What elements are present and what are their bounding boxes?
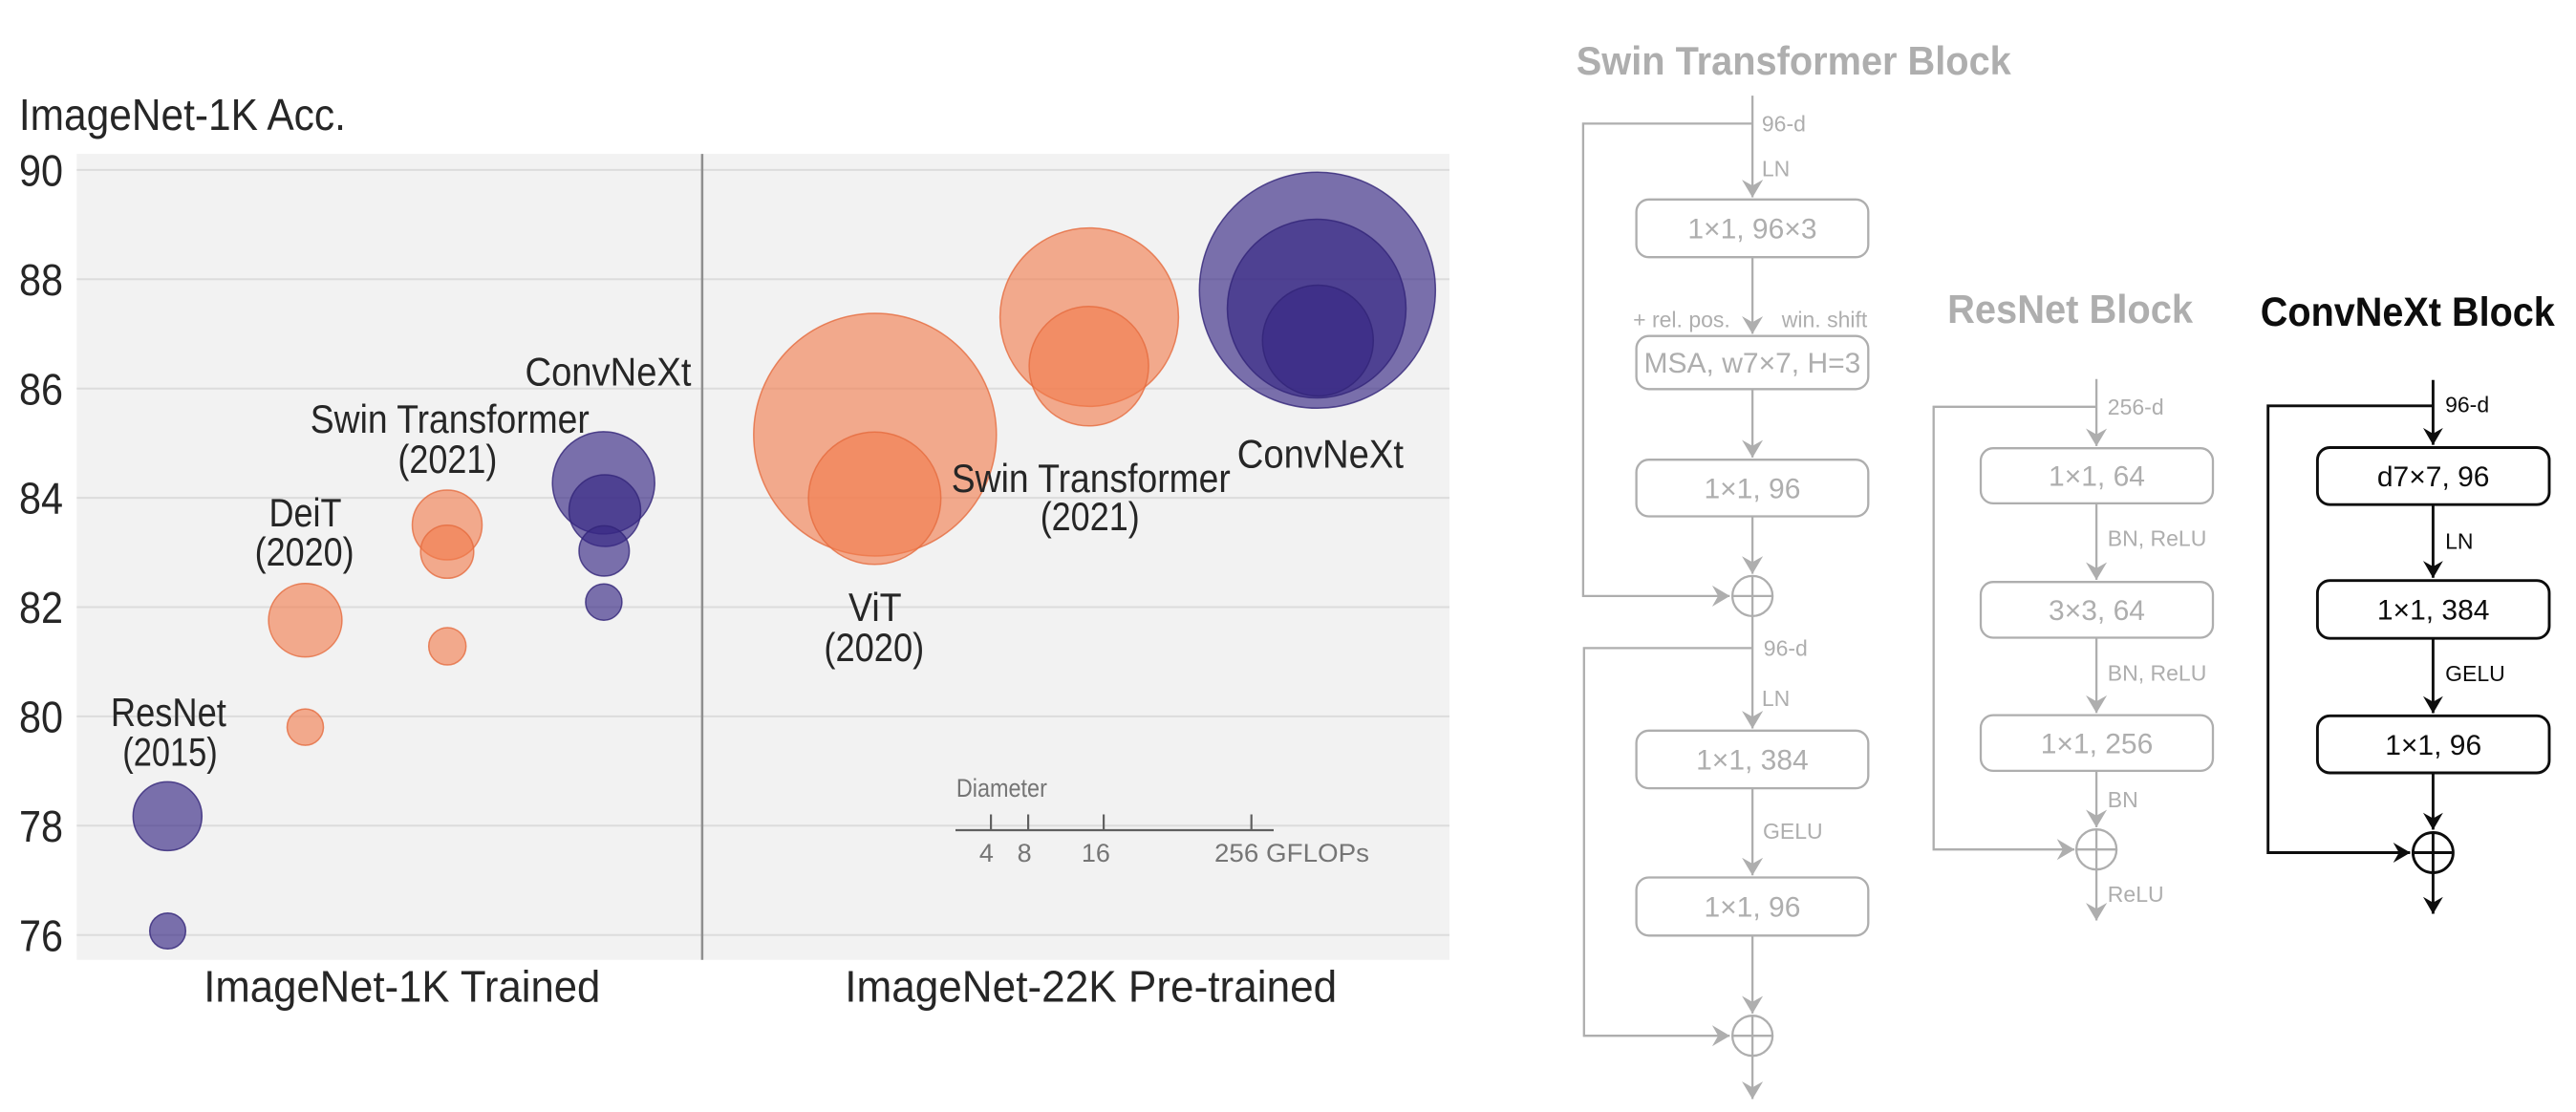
svg-text:96-d: 96-d (1764, 636, 1808, 661)
svg-text:GELU: GELU (1763, 819, 1823, 844)
svg-text:3×3, 64: 3×3, 64 (2049, 595, 2145, 627)
svg-text:LN: LN (2445, 529, 2473, 554)
svg-text:96-d: 96-d (1762, 112, 1806, 137)
svg-text:ConvNeXt: ConvNeXt (526, 349, 692, 394)
svg-text:DeiT: DeiT (269, 490, 342, 535)
svg-text:(2020): (2020) (824, 625, 924, 670)
svg-text:96-d: 96-d (2445, 392, 2489, 417)
svg-text:90: 90 (19, 146, 63, 196)
svg-text:+ rel. pos.: + rel. pos. (1633, 307, 1730, 331)
svg-text:1×1, 384: 1×1, 384 (2377, 595, 2490, 627)
svg-text:84: 84 (19, 474, 63, 524)
svg-text:ImageNet-22K Pre-trained: ImageNet-22K Pre-trained (845, 962, 1337, 1012)
svg-text:BN: BN (2108, 787, 2138, 812)
svg-text:ImageNet-1K Trained: ImageNet-1K Trained (204, 962, 600, 1012)
svg-text:76: 76 (19, 910, 63, 960)
svg-text:MSA, w7×7, H=3: MSA, w7×7, H=3 (1644, 348, 1861, 379)
svg-text:GELU: GELU (2445, 661, 2505, 686)
svg-text:ResNet: ResNet (111, 690, 226, 735)
svg-text:d7×7, 96: d7×7, 96 (2377, 461, 2490, 493)
svg-text:86: 86 (19, 364, 63, 414)
svg-text:ImageNet-1K Acc.: ImageNet-1K Acc. (19, 90, 346, 139)
svg-text:4: 4 (979, 839, 994, 867)
svg-text:1×1, 96×3: 1×1, 96×3 (1687, 214, 1816, 246)
svg-text:ReLU: ReLU (2108, 882, 2164, 907)
svg-text:BN, ReLU: BN, ReLU (2108, 526, 2207, 551)
svg-text:1×1, 384: 1×1, 384 (1696, 745, 1809, 777)
svg-text:82: 82 (19, 583, 63, 632)
svg-text:16: 16 (1082, 839, 1110, 867)
svg-text:1×1, 96: 1×1, 96 (2385, 730, 2481, 761)
svg-text:Swin Transformer Block: Swin Transformer Block (1577, 38, 2012, 83)
svg-text:Swin Transformer: Swin Transformer (952, 456, 1231, 501)
svg-text:(2020): (2020) (255, 529, 354, 574)
svg-text:win. shift: win. shift (1781, 307, 1868, 331)
svg-text:256 GFLOPs: 256 GFLOPs (1214, 839, 1369, 867)
svg-text:88: 88 (19, 255, 63, 305)
svg-text:Swin Transformer: Swin Transformer (311, 396, 590, 441)
svg-text:LN: LN (1762, 156, 1790, 181)
svg-text:BN, ReLU: BN, ReLU (2108, 660, 2207, 685)
svg-text:(2021): (2021) (397, 437, 497, 481)
svg-text:1×1, 256: 1×1, 256 (2041, 729, 2154, 760)
svg-text:ViT: ViT (848, 585, 902, 630)
svg-text:8: 8 (1018, 839, 1032, 867)
svg-text:256-d: 256-d (2108, 395, 2164, 419)
svg-text:ConvNeXt: ConvNeXt (1237, 432, 1405, 477)
svg-text:ResNet Block: ResNet Block (1947, 287, 2194, 331)
svg-text:78: 78 (19, 802, 63, 851)
svg-text:(2021): (2021) (1041, 494, 1140, 539)
svg-text:1×1, 64: 1×1, 64 (2049, 461, 2145, 493)
svg-text:1×1, 96: 1×1, 96 (1704, 892, 1800, 924)
svg-text:1×1, 96: 1×1, 96 (1704, 474, 1800, 505)
svg-text:80: 80 (19, 693, 63, 742)
svg-text:Diameter: Diameter (956, 774, 1047, 802)
svg-text:ConvNeXt Block: ConvNeXt Block (2261, 289, 2555, 335)
svg-text:(2015): (2015) (122, 729, 218, 774)
svg-text:LN: LN (1762, 686, 1790, 711)
